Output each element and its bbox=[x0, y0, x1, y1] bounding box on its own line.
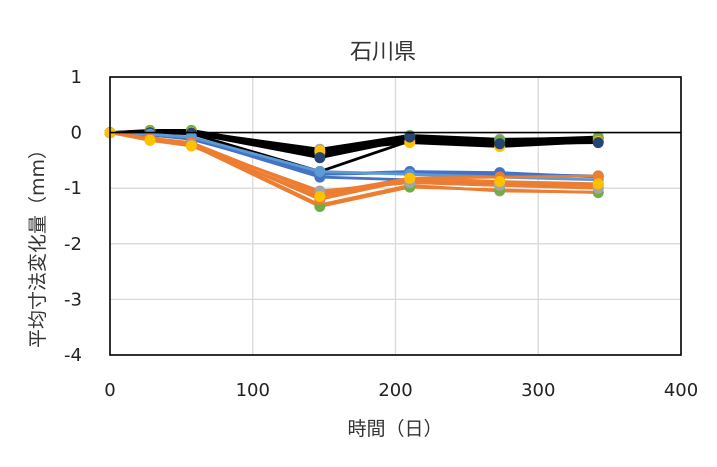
y-axis-label: 平均寸法変化量（mm） bbox=[27, 140, 49, 348]
data-point bbox=[314, 191, 326, 203]
y-tick-label: -3 bbox=[64, 289, 82, 310]
series-17 bbox=[104, 127, 604, 203]
data-point bbox=[592, 137, 604, 149]
data-point bbox=[314, 152, 326, 164]
chart-title: 石川県 bbox=[350, 40, 416, 65]
axes bbox=[109, 76, 682, 356]
data-point bbox=[494, 138, 506, 150]
series-layer bbox=[104, 124, 604, 213]
y-tick-label: -1 bbox=[64, 178, 82, 199]
data-point bbox=[404, 131, 416, 143]
data-point bbox=[144, 134, 156, 146]
x-tick-label: 400 bbox=[664, 380, 698, 401]
x-tick-label: 100 bbox=[236, 380, 270, 401]
y-tick-label: -4 bbox=[64, 345, 82, 366]
y-tick-label: 1 bbox=[71, 67, 82, 88]
data-point bbox=[592, 178, 604, 190]
y-tick-label: -2 bbox=[64, 234, 82, 255]
x-tick-label: 200 bbox=[378, 380, 412, 401]
y-tick-label: 0 bbox=[71, 123, 82, 144]
series-3 bbox=[104, 127, 604, 178]
x-tick-label: 0 bbox=[104, 380, 115, 401]
data-point bbox=[494, 176, 506, 188]
data-point bbox=[314, 166, 326, 178]
plot-border bbox=[109, 76, 682, 356]
data-point bbox=[592, 170, 604, 182]
x-axis-label: 時間（日） bbox=[347, 418, 442, 440]
grid bbox=[110, 76, 682, 356]
x-tick-label: 300 bbox=[521, 380, 555, 401]
data-point bbox=[404, 172, 416, 184]
tick-labels: 1 0 -1 -2 -3 -4 0 100 200 300 400 bbox=[64, 67, 698, 401]
data-point bbox=[185, 140, 197, 152]
